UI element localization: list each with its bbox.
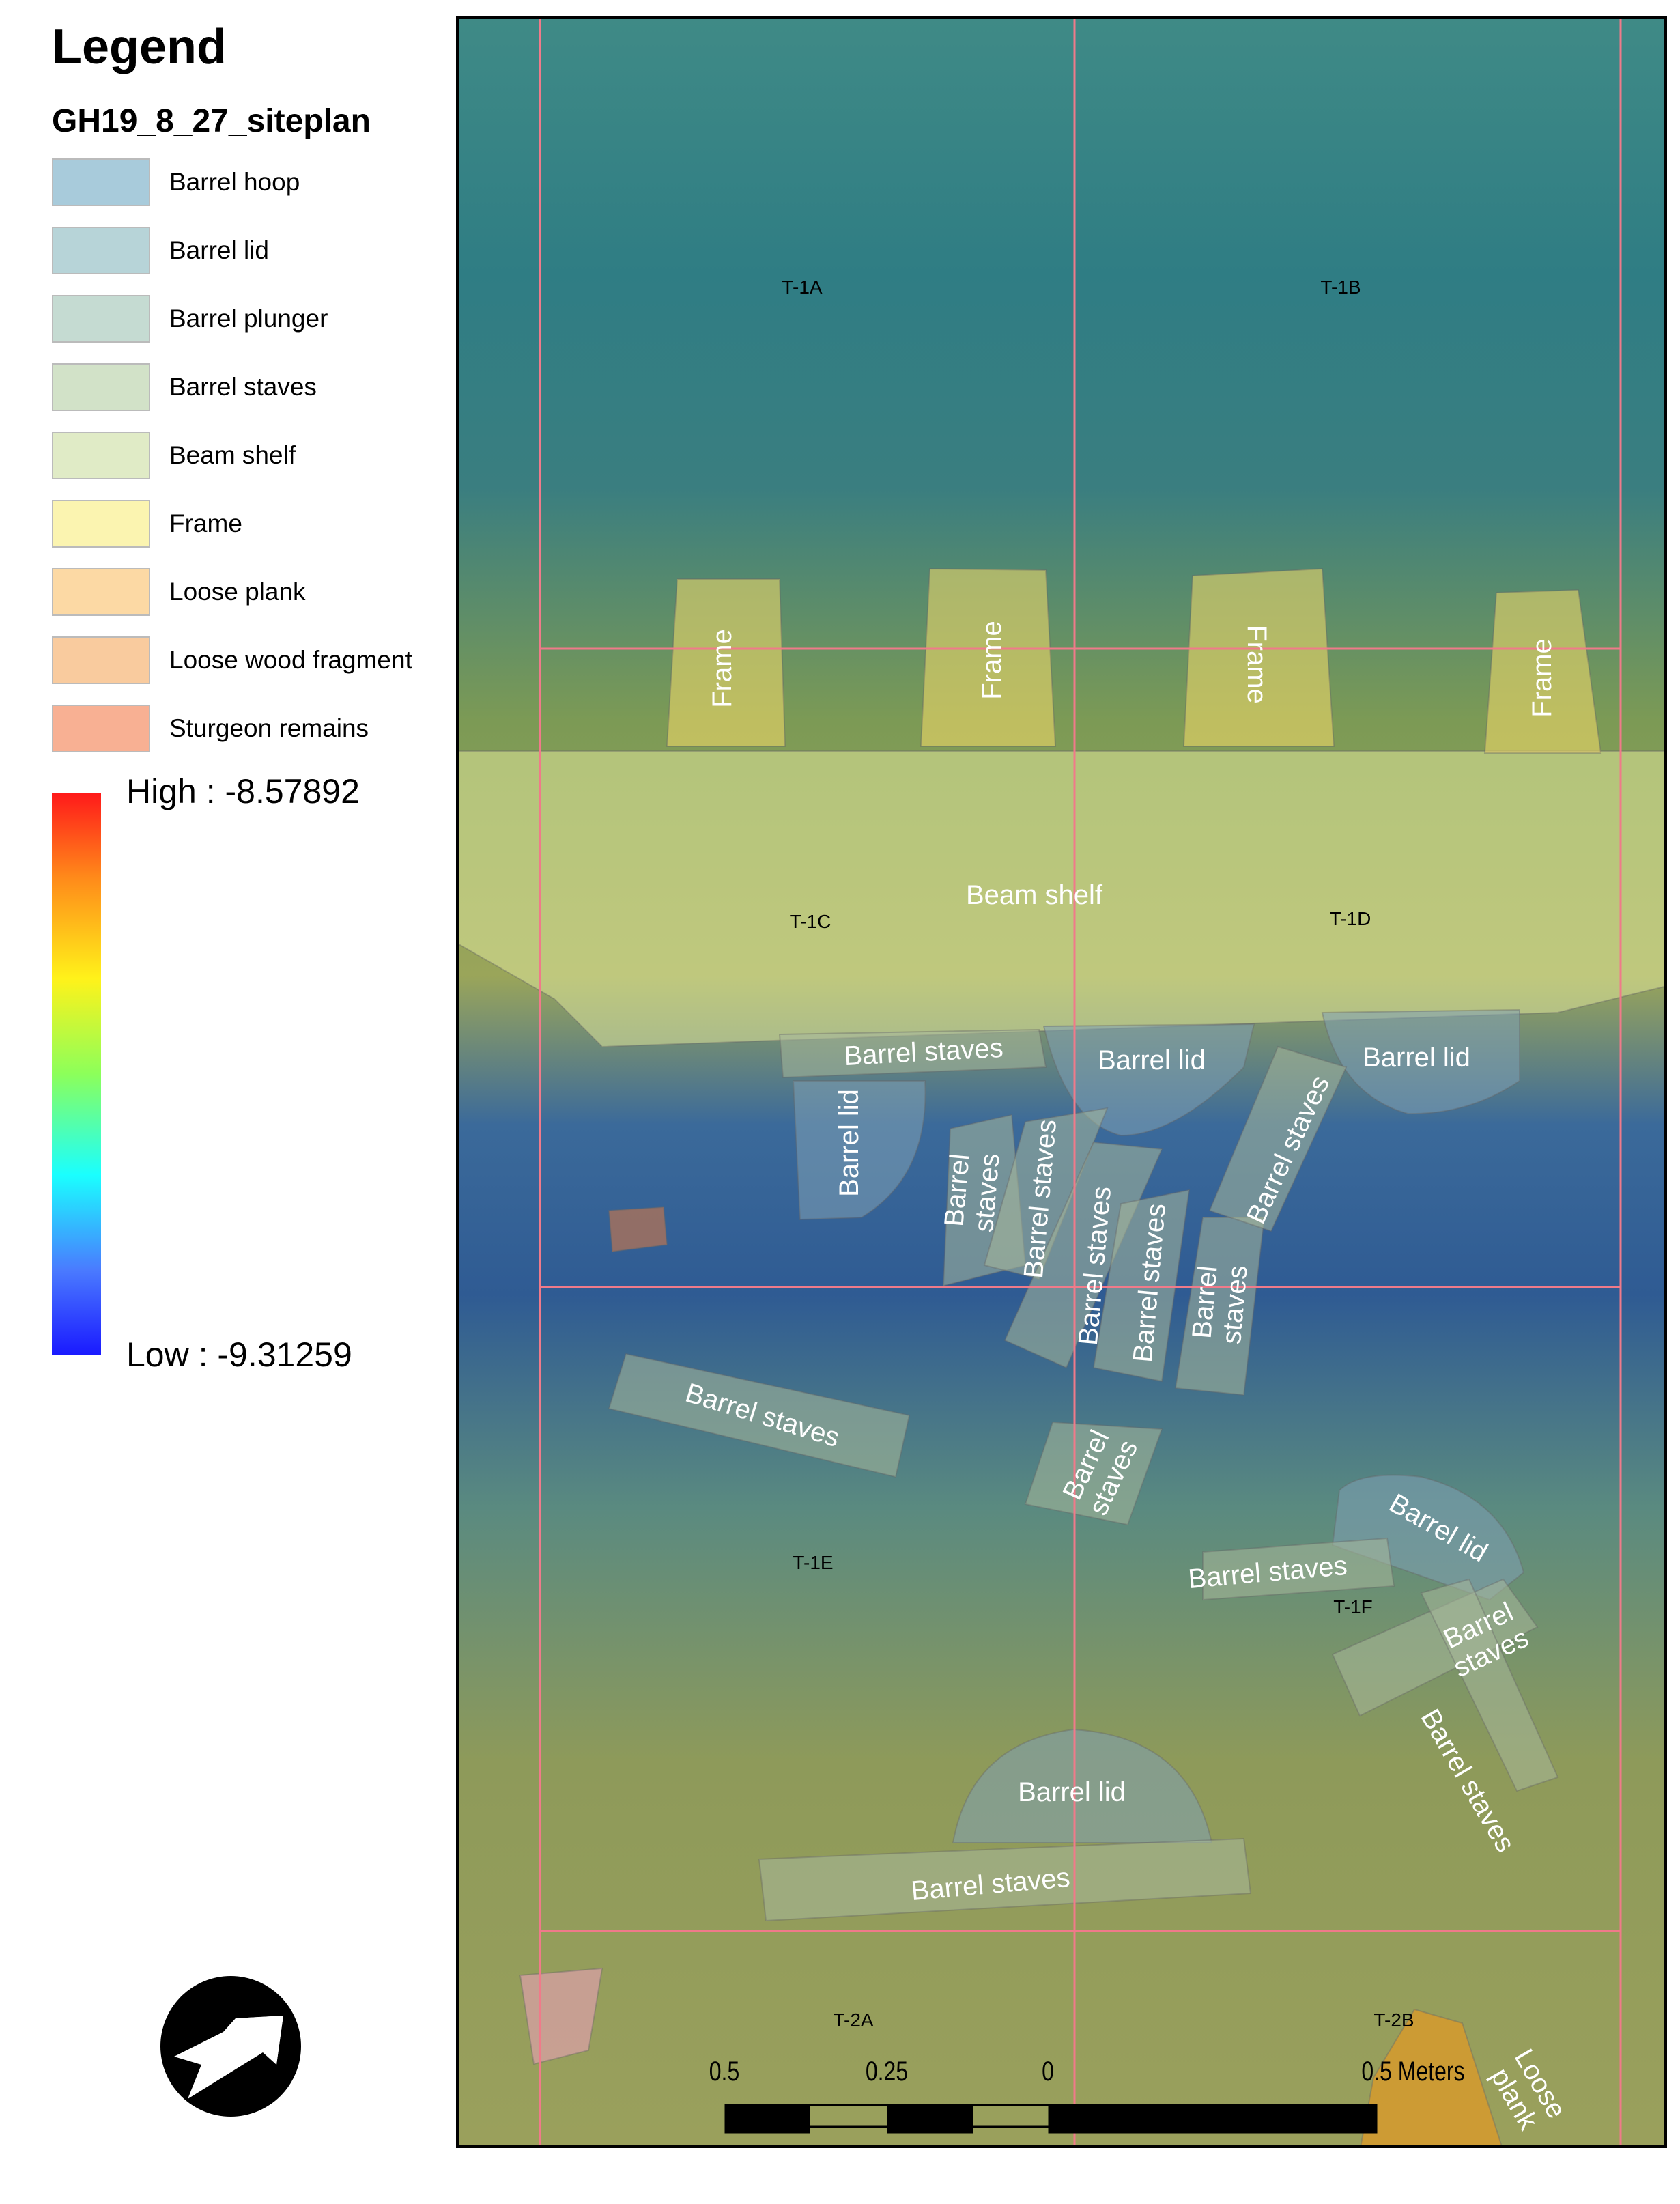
grid-label: T-1A xyxy=(782,277,823,298)
beam-shelf-label: Beam shelf xyxy=(965,880,1103,910)
loose-wood-fragment-polygon xyxy=(608,1206,668,1253)
scale-bar-label: 0.5 xyxy=(709,2057,740,2087)
colorbar-low-label: Low : -9.31259 xyxy=(126,1336,352,1374)
scale-bar-label: 0.25 xyxy=(865,2057,909,2087)
barrel-staves-polygon xyxy=(608,1353,911,1478)
frame-label: Frame xyxy=(1527,638,1557,718)
legend-item-label: Loose wood fragment xyxy=(169,646,412,674)
scale-bar-segment xyxy=(971,2104,1051,2128)
legend-item-label: Frame xyxy=(169,509,242,537)
legend-swatch xyxy=(52,432,150,479)
legend-layer-name: GH19_8_27_siteplan xyxy=(52,103,371,139)
sturgeon-remains-polygon xyxy=(519,1967,603,2065)
frame-polygon xyxy=(920,567,1057,747)
legend-swatch xyxy=(52,568,150,616)
grid-label: T-1E xyxy=(793,1552,834,1573)
legend-item-label: Barrel staves xyxy=(169,373,317,401)
grid-label: T-2B xyxy=(1373,2009,1414,2031)
grid-label: T-1C xyxy=(789,911,831,932)
barrel-lid-polygon xyxy=(1321,1008,1520,1115)
barrel-lid-label: Barrel lid xyxy=(1363,1043,1470,1073)
scale-bar-label: 0.5 Meters xyxy=(1361,2057,1465,2087)
frame-polygon xyxy=(1182,567,1335,747)
scale-bar-segment xyxy=(1048,2104,1378,2134)
colorbar-high-label: High : -8.57892 xyxy=(126,772,360,810)
grid-label: T-1D xyxy=(1329,908,1371,929)
legend-item-label: Sturgeon remains xyxy=(169,714,369,742)
site-plan-map[interactable]: T-1A T-1B T-1C T-1D T-1E T-1F T-2A T-2B … xyxy=(456,16,1667,2148)
barrel-staves-label: Barrel staves xyxy=(1186,1264,1253,1346)
scale-bar-label: 0 xyxy=(1042,2057,1054,2087)
frame-label: Frame xyxy=(707,629,737,708)
barrel-staves-polygon xyxy=(1420,1578,1559,1792)
loose-plank-polygon xyxy=(1360,2008,1503,2145)
barrel-lid-polygon xyxy=(952,1728,1213,1843)
barrel-staves-label: Barrel staves xyxy=(939,1152,1006,1234)
frame-polygon xyxy=(1483,589,1602,754)
scale-bar-segment xyxy=(724,2104,810,2134)
grid-label: T-1B xyxy=(1320,277,1361,298)
elevation-colorbar xyxy=(52,793,101,1355)
legend-item-label: Beam shelf xyxy=(169,441,296,469)
legend-swatch xyxy=(52,705,150,752)
legend-swatch xyxy=(52,500,150,548)
legend-swatch xyxy=(52,295,150,343)
barrel-lid-label: Barrel lid xyxy=(1018,1777,1126,1807)
barrel-lid-label: Barrel lid xyxy=(1098,1045,1206,1075)
barrel-staves-polygon xyxy=(1092,1189,1191,1383)
barrel-staves-polygon xyxy=(1208,1045,1348,1232)
frame-label: Frame xyxy=(977,621,1007,700)
legend-item-label: Barrel hoop xyxy=(169,168,300,196)
frame-polygon xyxy=(666,578,786,747)
grid-label: T-1F xyxy=(1333,1596,1373,1617)
north-arrow-icon xyxy=(160,1976,301,2117)
barrel-lid-polygon xyxy=(1042,1023,1255,1137)
barrel-staves-polygon xyxy=(1024,1421,1163,1526)
frame-label: Frame xyxy=(1242,625,1272,704)
legend-item-label: Barrel plunger xyxy=(169,305,328,333)
legend-swatch xyxy=(52,158,150,206)
scale-bar-segment xyxy=(887,2104,973,2134)
legend-swatch xyxy=(52,636,150,684)
legend-title: Legend xyxy=(52,20,227,74)
barrel-lid-polygon xyxy=(792,1080,926,1221)
legend-swatch xyxy=(52,363,150,411)
legend-item-label: Barrel lid xyxy=(169,236,269,264)
scale-bar-segment xyxy=(808,2104,889,2128)
barrel-lid-label: Barrel lid xyxy=(834,1089,864,1197)
legend-item-label: Loose plank xyxy=(169,578,306,606)
grid-label: T-2A xyxy=(833,2009,874,2031)
scale-bar xyxy=(724,2104,1378,2134)
barrel-lid-polygon xyxy=(1331,1474,1525,1601)
barrel-staves-polygon xyxy=(1003,1141,1163,1369)
grid-lines xyxy=(539,19,1622,2145)
barrel-staves-polygon xyxy=(778,1028,1047,1079)
barrel-staves-polygon xyxy=(758,1837,1252,1922)
legend-swatch xyxy=(52,227,150,274)
map-features xyxy=(459,19,1664,2145)
barrel-staves-polygon xyxy=(1202,1537,1395,1601)
